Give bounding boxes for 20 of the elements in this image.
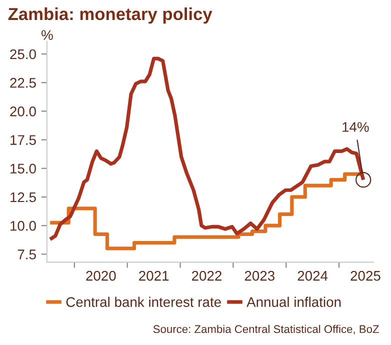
x-tick-label: 2025 [350,270,380,281]
y-tick-label: 17.5 [10,135,36,145]
chart-title: Zambia: monetary policy [8,7,212,24]
legend-label: Annual inflation [246,296,341,307]
y-tick-label: 7.5 [18,250,36,260]
legend-label: Central bank interest rate [66,296,221,307]
x-tick-label: 2024 [298,270,328,281]
source-note: Source: Zambia Central Statistical Office, BoZ [153,324,379,334]
y-axis-title: % [42,30,53,40]
annotation: 14% [342,122,369,132]
x-tick-label: 2021 [139,270,169,281]
y-tick-label: 25.0 [10,49,36,60]
x-tick-label: 2023 [244,270,274,281]
y-tick-label: 12.5 [10,192,36,202]
y-tick-label: 10.0 [10,220,36,231]
x-tick-label: 2020 [86,270,116,281]
y-tick-label: 15.0 [10,164,36,174]
y-tick-label: 20.0 [10,106,36,116]
y-tick-label: 22.5 [10,78,36,88]
x-tick-label: 2022 [192,270,222,281]
